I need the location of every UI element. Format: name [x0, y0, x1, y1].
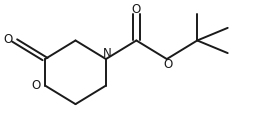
Text: O: O — [163, 58, 172, 71]
Text: N: N — [102, 47, 111, 60]
Text: O: O — [4, 33, 13, 46]
Text: O: O — [131, 3, 140, 16]
Text: O: O — [31, 79, 41, 92]
